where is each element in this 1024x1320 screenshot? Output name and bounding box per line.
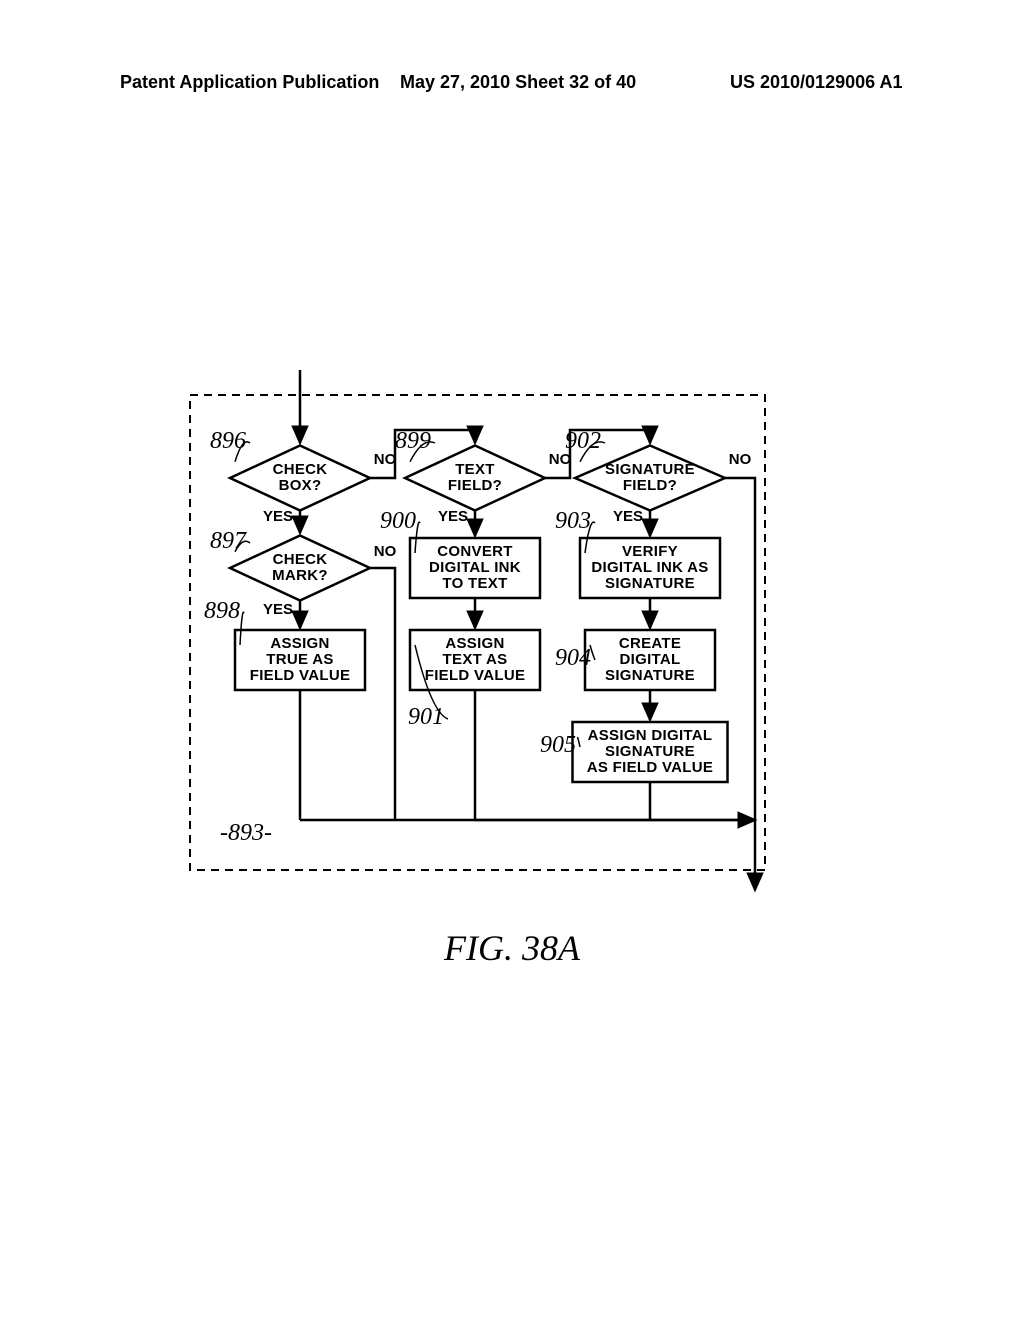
svg-text:896: 896 (210, 428, 246, 454)
svg-text:VERIFY: VERIFY (622, 543, 678, 560)
svg-text:898: 898 (204, 598, 240, 624)
svg-text:DIGITAL: DIGITAL (620, 651, 681, 668)
svg-text:905: 905 (540, 732, 576, 758)
svg-text:FIELD?: FIELD? (448, 477, 502, 494)
svg-text:YES: YES (613, 508, 643, 525)
svg-text:SIGNATURE: SIGNATURE (605, 667, 695, 684)
svg-text:FIELD VALUE: FIELD VALUE (425, 667, 526, 684)
svg-text:YES: YES (263, 601, 293, 618)
svg-text:DIGITAL INK AS: DIGITAL INK AS (591, 559, 708, 576)
svg-text:TEXT AS: TEXT AS (443, 651, 508, 668)
svg-text:904: 904 (555, 645, 591, 671)
svg-text:NO: NO (374, 451, 397, 468)
svg-text:901: 901 (408, 704, 444, 730)
svg-text:YES: YES (438, 508, 468, 525)
svg-text:900: 900 (380, 508, 416, 534)
svg-text:NO: NO (549, 451, 572, 468)
svg-text:NO: NO (374, 543, 397, 560)
svg-text:ASSIGN: ASSIGN (445, 635, 504, 652)
svg-text:NO: NO (729, 451, 752, 468)
svg-text:YES: YES (263, 508, 293, 525)
svg-text:CREATE: CREATE (619, 635, 681, 652)
svg-text:AS FIELD VALUE: AS FIELD VALUE (587, 759, 713, 776)
svg-text:CONVERT: CONVERT (437, 543, 512, 560)
svg-text:BOX?: BOX? (279, 477, 322, 494)
svg-text:TEXT: TEXT (455, 461, 495, 478)
flowchart-diagram: -893-CHECKBOX?896TEXTFIELD?899SIGNATUREF… (0, 0, 1024, 1320)
page-container: Patent Application Publication May 27, 2… (0, 0, 1024, 1320)
svg-text:TRUE AS: TRUE AS (266, 651, 333, 668)
svg-text:FIG. 38A: FIG. 38A (443, 928, 581, 968)
svg-text:-893-: -893- (220, 820, 272, 846)
svg-text:SIGNATURE: SIGNATURE (605, 575, 695, 592)
svg-text:DIGITAL INK: DIGITAL INK (429, 559, 521, 576)
svg-text:903: 903 (555, 508, 591, 534)
svg-text:TO TEXT: TO TEXT (442, 575, 507, 592)
svg-text:897: 897 (210, 528, 247, 554)
svg-text:SIGNATURE: SIGNATURE (605, 743, 695, 760)
svg-text:ASSIGN: ASSIGN (270, 635, 329, 652)
svg-text:FIELD?: FIELD? (623, 477, 677, 494)
svg-text:899: 899 (395, 428, 431, 454)
svg-text:CHECK: CHECK (273, 551, 328, 568)
svg-text:FIELD VALUE: FIELD VALUE (250, 667, 351, 684)
svg-text:CHECK: CHECK (273, 461, 328, 478)
svg-text:ASSIGN DIGITAL: ASSIGN DIGITAL (588, 727, 713, 744)
svg-text:SIGNATURE: SIGNATURE (605, 461, 695, 478)
svg-text:MARK?: MARK? (272, 567, 328, 584)
